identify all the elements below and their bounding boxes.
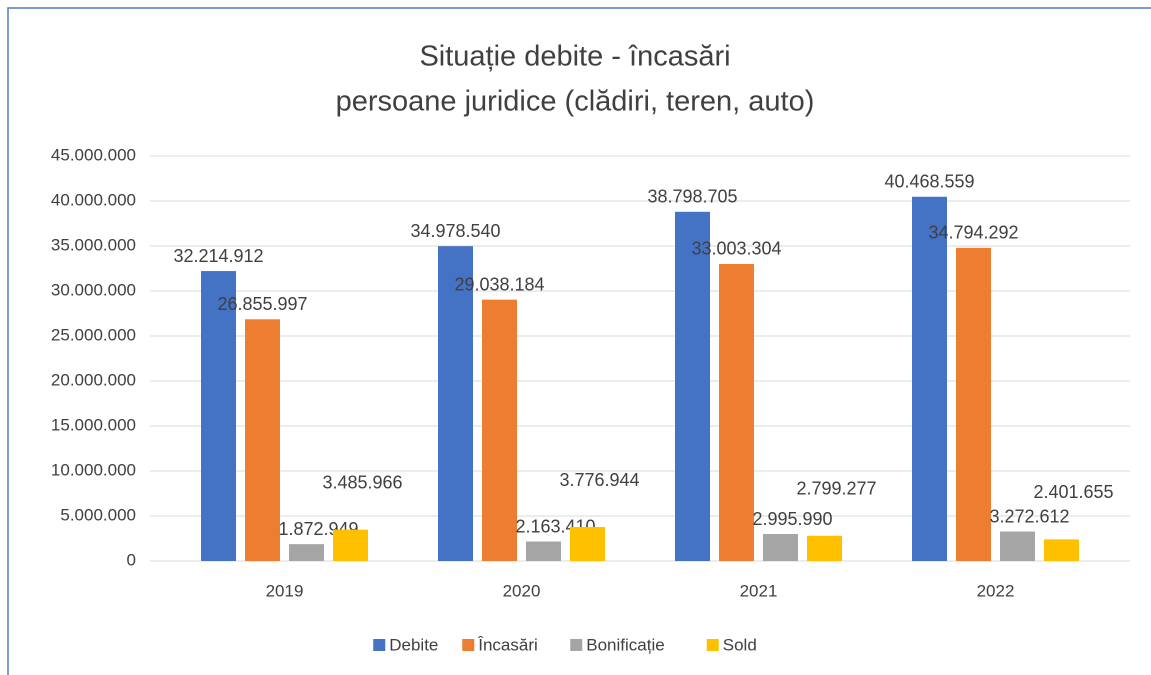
legend-label: Debite <box>389 635 438 654</box>
bar <box>526 541 561 561</box>
x-tick-label: 2020 <box>503 581 541 600</box>
y-tick-label: 45.000.000 <box>51 145 136 164</box>
y-tick-label: 20.000.000 <box>51 370 136 389</box>
chart-title: persoane juridice (clădiri, teren, auto) <box>336 86 815 118</box>
bar <box>912 196 947 562</box>
legend-swatch <box>706 639 719 651</box>
x-tick-label: 2019 <box>266 581 304 600</box>
legend-swatch <box>570 639 583 651</box>
y-tick-label: 0 <box>127 550 136 569</box>
bar <box>482 299 517 561</box>
bar <box>956 247 991 561</box>
data-label: 26.855.997 <box>217 294 307 314</box>
y-tick-label: 40.000.000 <box>51 190 136 209</box>
legend-swatch <box>373 639 386 651</box>
data-label: 29.038.184 <box>454 274 544 294</box>
y-tick-label: 25.000.000 <box>51 325 136 344</box>
data-label: 2.401.655 <box>1033 482 1113 502</box>
data-label: 40.468.559 <box>884 172 974 192</box>
legend-label: Bonificație <box>586 635 664 654</box>
y-tick-label: 35.000.000 <box>51 235 136 254</box>
legend-swatch <box>462 639 475 651</box>
data-label: 33.003.304 <box>691 239 781 259</box>
bar <box>201 271 236 561</box>
bar <box>1044 539 1079 561</box>
bar <box>807 535 842 561</box>
data-label: 2.799.277 <box>796 479 876 499</box>
data-label: 3.776.944 <box>559 470 639 490</box>
y-tick-label: 5.000.000 <box>60 505 136 524</box>
bar <box>438 246 473 561</box>
bar <box>763 534 798 561</box>
bar <box>570 527 605 561</box>
data-label: 32.214.912 <box>173 246 263 266</box>
y-tick-label: 15.000.000 <box>51 415 136 434</box>
data-label: 34.794.292 <box>928 223 1018 243</box>
data-label: 38.798.705 <box>647 187 737 207</box>
data-label: 3.272.612 <box>989 506 1069 526</box>
x-tick-label: 2022 <box>977 581 1015 600</box>
data-label: 34.978.540 <box>410 221 500 241</box>
data-label: 2.995.990 <box>752 509 832 529</box>
legend-label: Încasări <box>477 635 538 654</box>
bar <box>719 263 754 561</box>
y-tick-label: 10.000.000 <box>51 460 136 479</box>
chart-title: Situație debite - încasări <box>419 41 730 73</box>
bar <box>1000 531 1035 561</box>
bar <box>245 319 280 561</box>
x-tick-label: 2021 <box>740 581 778 600</box>
bar <box>289 544 324 561</box>
data-label: 3.485.966 <box>322 472 402 492</box>
bar <box>675 211 710 562</box>
legend-label: Sold <box>723 635 757 654</box>
y-tick-label: 30.000.000 <box>51 280 136 299</box>
bar <box>333 529 368 561</box>
